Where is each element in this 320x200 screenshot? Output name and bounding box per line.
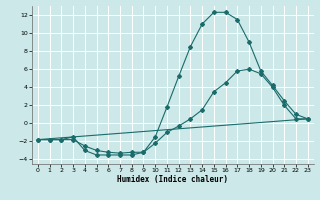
- X-axis label: Humidex (Indice chaleur): Humidex (Indice chaleur): [117, 175, 228, 184]
